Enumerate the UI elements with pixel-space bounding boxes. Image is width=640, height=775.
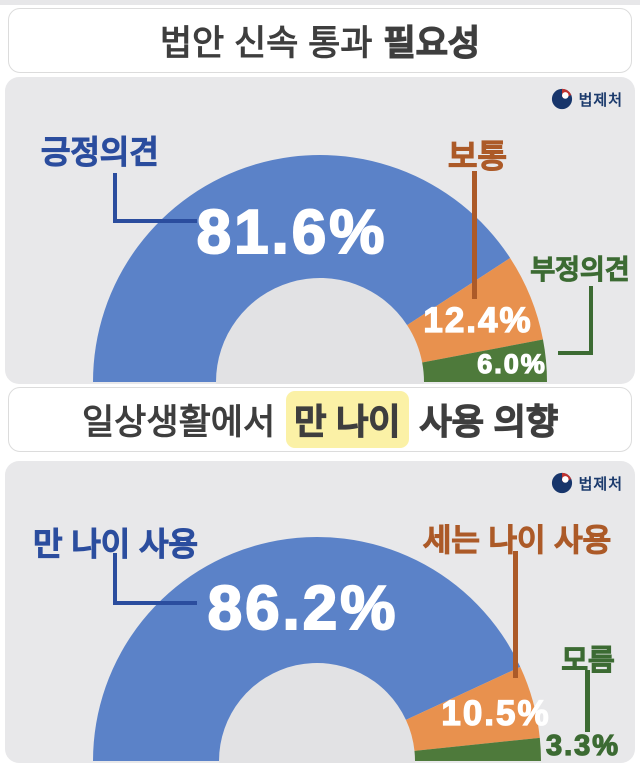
value-korean-age: 10.5% [441, 693, 551, 733]
donut-hole [219, 663, 415, 763]
connector-korean-age [513, 551, 518, 678]
taegeuk-icon [551, 88, 572, 110]
page-top-strip [0, 0, 640, 5]
slice-label-intl-age: 만 나이 사용 [33, 526, 199, 563]
donut-slice-1 [407, 257, 543, 363]
moleg-logo-label: 법제처 [578, 91, 623, 109]
section-1-chart-panel: 법제처 긍정의견 81.6% 보통 12.4% 부정의견 6.0% [5, 77, 635, 384]
title-2-bold: 사용 의향 [419, 402, 559, 442]
taegeuk-icon [551, 472, 572, 494]
section-2-chart-panel: 법제처 만 나이 사용 86.2% 세는 나이 사용 10.5% 모름 3.3% [5, 461, 635, 763]
connector-positive [113, 173, 197, 223]
value-positive: 81.6% [196, 197, 388, 268]
value-intl-age: 86.2% [207, 573, 399, 644]
slice-label-unknown: 모름 [561, 645, 615, 678]
moleg-logo: 법제처 [551, 88, 623, 110]
donut-slice-2 [422, 339, 547, 382]
donut-chart-1 [93, 154, 547, 384]
connector-negative [558, 286, 593, 355]
moleg-logo-2: 법제처 [551, 472, 623, 494]
moleg-logo-label: 법제처 [578, 475, 623, 493]
section-1-title: 법안 신속 통과 필요성 [8, 8, 632, 73]
connector-unknown [585, 670, 590, 732]
donut-slice-0 [93, 154, 511, 382]
donut-chart-2 [93, 536, 541, 763]
slice-label-positive: 긍정의견 [41, 134, 160, 171]
title-2-regular: 일상생활에서 [81, 403, 276, 442]
connector-neutral [472, 171, 477, 299]
donut-slice-1 [405, 666, 540, 751]
title-1-regular: 법안 신속 통과 [159, 24, 373, 63]
title-1-bold: 필요성 [383, 23, 481, 63]
donut-hole [216, 278, 424, 384]
section-2-title: 일상생활에서 만 나이 사용 의향 [8, 387, 632, 452]
value-unknown: 3.3% [545, 729, 621, 762]
value-neutral: 12.4% [423, 300, 533, 340]
slice-label-korean-age: 세는 나이 사용 [422, 523, 612, 559]
value-negative: 6.0% [477, 348, 547, 379]
slice-label-negative: 부정의견 [530, 255, 630, 286]
connector-intl-age [113, 553, 197, 605]
donut-slice-2 [414, 737, 541, 761]
slice-label-neutral: 보통 [448, 138, 508, 175]
donut-slice-0 [93, 536, 521, 761]
title-2-highlight: 만 나이 [286, 391, 409, 448]
